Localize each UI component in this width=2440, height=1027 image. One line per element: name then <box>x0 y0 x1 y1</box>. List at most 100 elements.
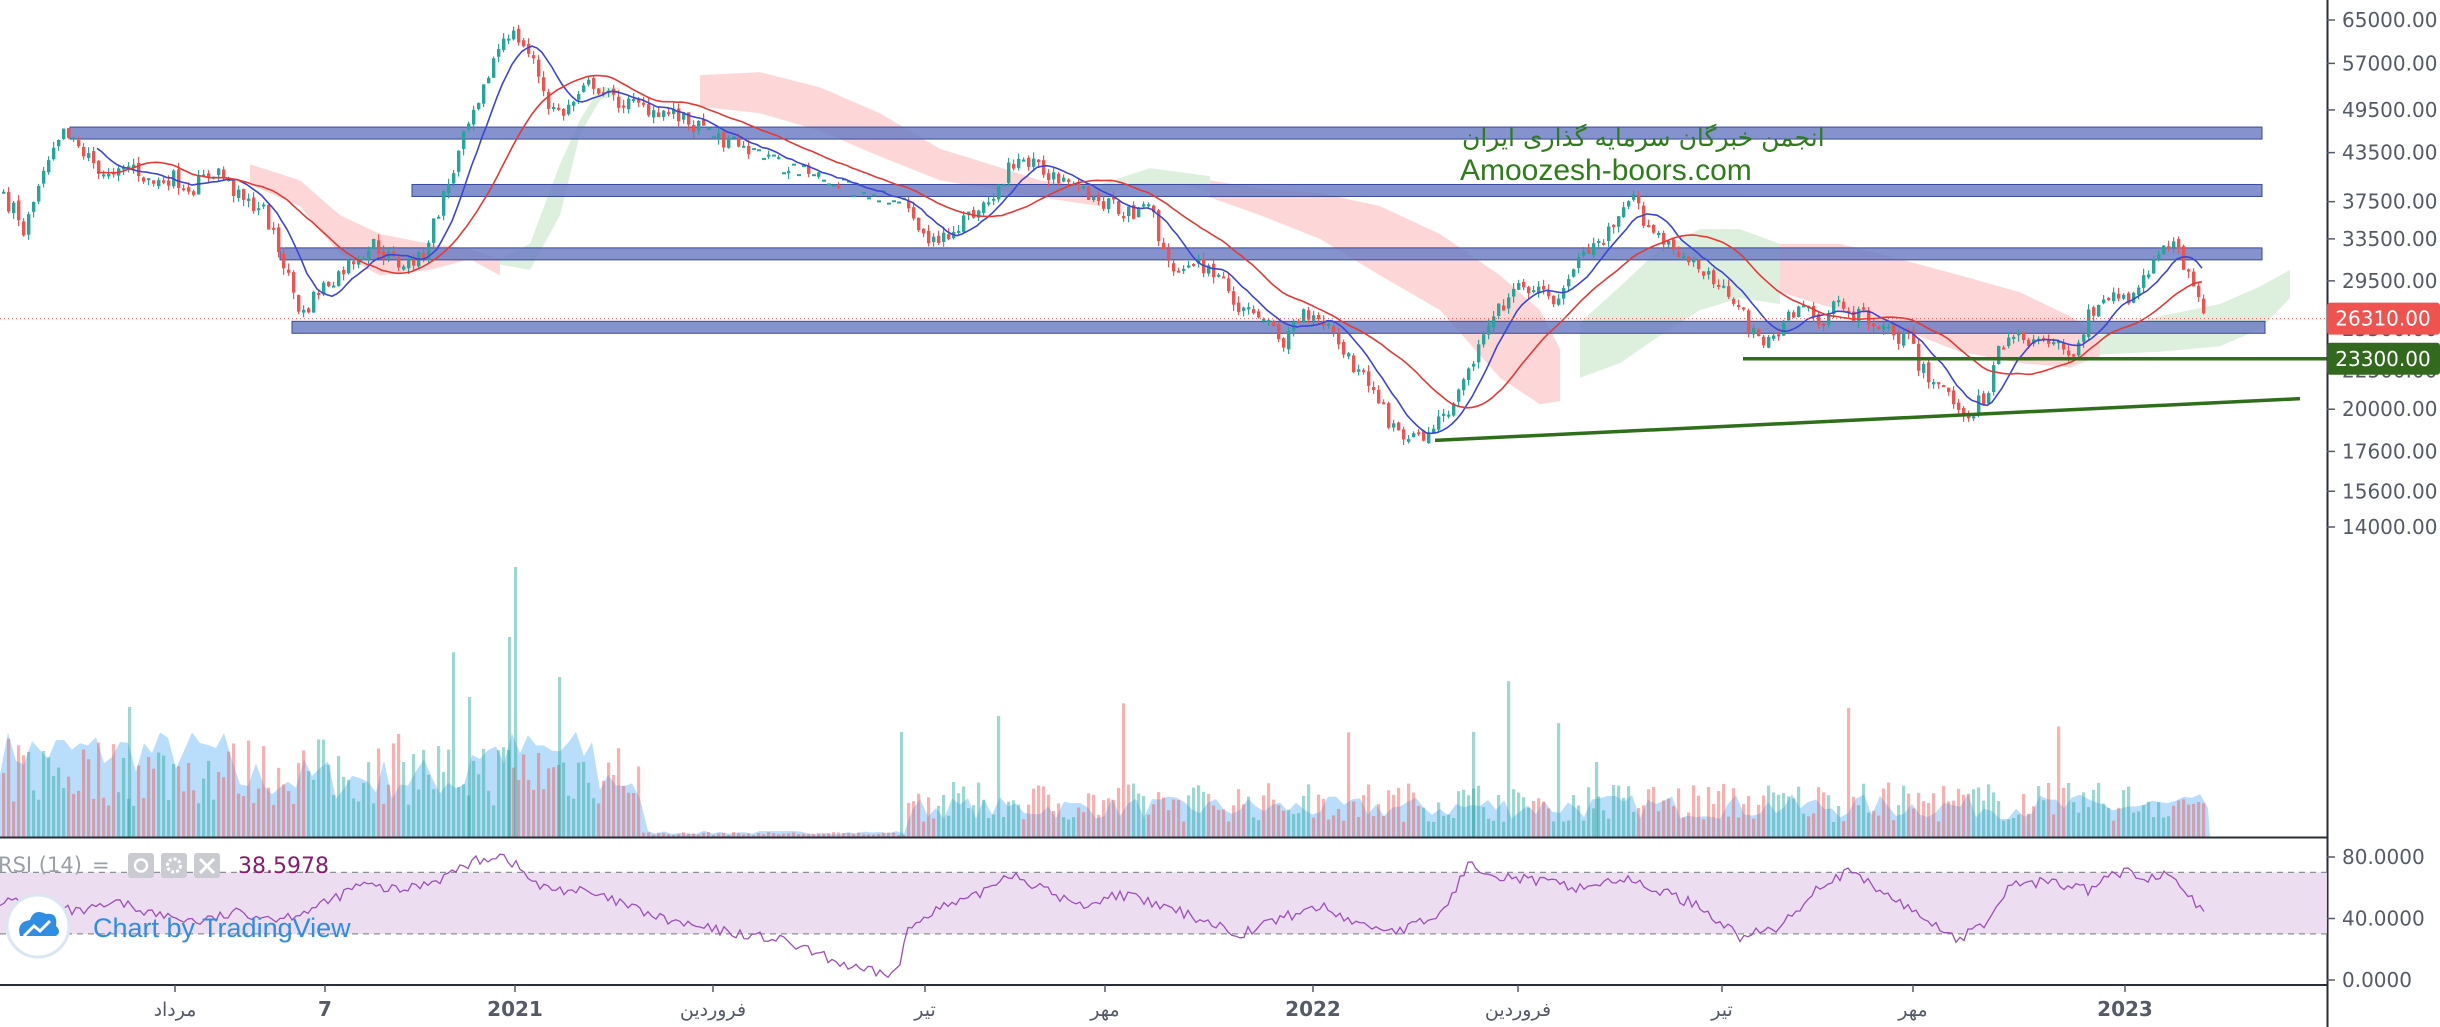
candle-body <box>1022 159 1026 162</box>
volume-bar <box>2 772 6 837</box>
resistance-support-zone <box>279 247 2263 261</box>
candle-body <box>1957 402 1961 410</box>
candle-body <box>2 191 6 194</box>
candle-body <box>987 202 991 205</box>
volume-bar <box>1722 783 1726 837</box>
volume-bar <box>1587 787 1591 837</box>
time-tick-label: تیر <box>1710 999 1733 1021</box>
volume-bar <box>1772 792 1776 837</box>
candle-body <box>777 157 781 160</box>
candle-body <box>912 207 916 219</box>
volume-bar <box>1232 805 1236 837</box>
volume-bar <box>1512 789 1516 837</box>
candle-body <box>2192 271 2196 287</box>
volume-bar <box>2137 811 2141 837</box>
volume-bar <box>1172 799 1176 837</box>
candle-body <box>2187 269 2191 272</box>
volume-bar <box>942 794 946 837</box>
volume-bar <box>142 798 146 837</box>
volume-bar <box>607 762 611 837</box>
candle-body <box>817 172 821 177</box>
candle-body <box>1747 310 1751 333</box>
candle-body <box>1612 224 1616 228</box>
volume-bar <box>1597 796 1601 837</box>
candle-body <box>1382 402 1386 405</box>
volume-bar <box>1717 791 1721 837</box>
volume-bar <box>1212 805 1216 837</box>
tradingview-attribution[interactable]: Chart by TradingView <box>5 893 351 959</box>
candle-body <box>1277 323 1281 340</box>
candle-body <box>1672 239 1676 250</box>
volume-bar <box>1267 783 1271 837</box>
last-price-tag: 26310.00 <box>2327 302 2440 335</box>
volume-bar <box>1852 796 1856 837</box>
candle-body <box>1457 389 1461 402</box>
candle-body <box>1372 387 1376 391</box>
price-tick-label: 37500.00 <box>2342 190 2437 214</box>
volume-bar <box>1887 782 1891 837</box>
price-tick-label: 49500.00 <box>2342 98 2437 122</box>
volume-bar <box>932 818 936 837</box>
settings-icon[interactable] <box>161 853 187 878</box>
volume-bar <box>917 793 921 837</box>
candle-body <box>1927 362 1931 383</box>
volume-bar <box>1877 815 1881 837</box>
volume-bar <box>1247 796 1251 837</box>
volume-bar <box>672 834 676 837</box>
volume-bar <box>752 834 756 837</box>
candlestick-series <box>2 24 2206 446</box>
volume-bar <box>1682 817 1686 837</box>
volume-bar <box>1367 784 1371 837</box>
candle-body <box>342 270 346 275</box>
candle-body <box>2067 350 2071 356</box>
volume-bar <box>727 834 731 837</box>
volume-bar <box>1642 805 1646 837</box>
volume-bar <box>1372 816 1376 837</box>
candle-body <box>367 250 371 260</box>
candle-body <box>1512 288 1516 297</box>
volume-bar <box>77 790 81 837</box>
volume-bar <box>262 746 266 837</box>
volume-bar <box>1752 818 1756 837</box>
candle-body <box>1427 432 1431 444</box>
candle-body <box>1312 315 1316 321</box>
volume-bar <box>62 788 66 837</box>
volume-bar <box>1422 807 1426 837</box>
candle-body <box>187 187 191 192</box>
volume-bar <box>442 772 446 837</box>
volume-bar <box>2172 805 2176 837</box>
candle-body <box>302 309 306 313</box>
candle-body <box>72 137 76 140</box>
candle-body <box>1692 259 1696 263</box>
candle-body <box>1482 334 1486 345</box>
volume-bar <box>652 834 656 837</box>
volume-bar <box>1052 810 1056 837</box>
volume-bar <box>447 749 451 837</box>
candle-body <box>642 102 646 105</box>
volume-bar <box>1767 785 1771 837</box>
candle-body <box>437 216 441 219</box>
volume-bar <box>1092 794 1096 837</box>
volume-bar <box>1782 792 1786 837</box>
candle-body <box>1977 395 1981 415</box>
candle-body <box>422 253 426 259</box>
candle-body <box>587 79 591 85</box>
volume-bar <box>1987 784 1991 837</box>
rsi-axis[interactable]: 80.0000 40.0000 0.0000 <box>2327 845 2425 992</box>
candle-body <box>1452 403 1456 416</box>
candle-body <box>657 112 661 117</box>
candle-body <box>1897 333 1901 344</box>
time-tick-label: 2021 <box>487 997 543 1021</box>
moving-average-fast <box>96 45 2203 435</box>
eye-icon[interactable] <box>128 853 154 878</box>
candle-body <box>582 85 586 92</box>
candle-body <box>82 146 86 157</box>
time-axis[interactable]: مرداد 7 2021 فروردین تیر مهر 2022 فروردین تیر مهر… <box>154 985 2153 1021</box>
candle-body <box>1232 291 1236 305</box>
candle-body <box>962 215 966 232</box>
candle-body <box>967 211 971 214</box>
candle-body <box>1992 365 1996 393</box>
candle-body <box>1317 314 1321 320</box>
volume-bar <box>1227 821 1231 837</box>
